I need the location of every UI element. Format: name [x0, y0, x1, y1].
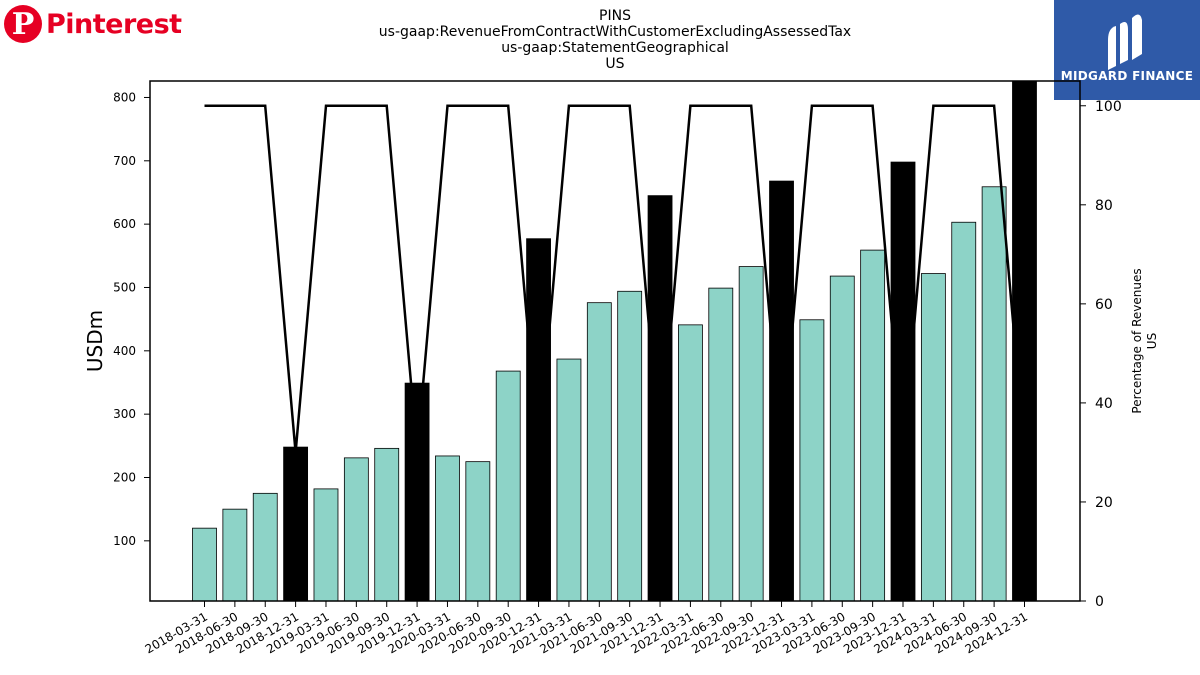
y-tick-label-500: 500 — [113, 280, 136, 294]
y-tick-label-600: 600 — [113, 217, 136, 231]
bar-2023-12-31 — [890, 161, 916, 602]
bar-2020-09-30 — [495, 370, 521, 602]
plot-frame — [149, 80, 1081, 602]
y-tick-label-200: 200 — [113, 470, 136, 484]
y2-tick-label-0: 0 — [1095, 594, 1104, 610]
bar-2019-03-31 — [313, 488, 339, 602]
y2-tick-label-100: 100 — [1095, 99, 1122, 115]
y2-axis-label-line1: Percentage of Revenues — [1130, 268, 1144, 413]
bar-2018-03-31 — [192, 527, 217, 602]
bar-2019-06-30 — [343, 457, 369, 602]
bar-2023-06-30 — [829, 275, 855, 602]
y-tick-label-700: 700 — [113, 154, 136, 168]
bar-2024-06-30 — [951, 221, 977, 602]
y2-tick-label-40: 40 — [1095, 396, 1113, 412]
midgard-logo-icon — [1108, 14, 1142, 70]
y-axis-right: 0 20 40 60 80 100 — [1080, 99, 1122, 610]
y2-tick-label-20: 20 — [1095, 495, 1113, 511]
chart-title-concept: us-gaap:RevenueFromContractWithCustomerE… — [378, 24, 852, 40]
bar-2020-03-31 — [435, 455, 460, 602]
pinterest-logo: P Pinterest — [4, 4, 182, 44]
pinterest-icon: P — [4, 5, 42, 43]
chart-title-member: US — [605, 56, 625, 72]
bar-2018-09-30 — [252, 492, 278, 602]
y-tick-label-400: 400 — [113, 344, 136, 358]
y-tick-label-800: 800 — [113, 90, 136, 104]
bar-2020-12-31 — [526, 238, 551, 602]
y-tick-label-100: 100 — [113, 534, 136, 548]
y-axis-left: 100 200 300 400 500 600 700 800 — [113, 90, 150, 548]
percentage-line — [204, 104, 1026, 453]
y2-tick-label-60: 60 — [1095, 297, 1113, 313]
bar-2018-06-30 — [222, 508, 248, 602]
bar-2024-09-30 — [981, 186, 1007, 602]
bar-2019-09-30 — [374, 447, 400, 602]
x-axis: 2018-03-312018-06-302018-09-302018-12-31… — [143, 601, 1030, 656]
bar-2023-09-30 — [860, 249, 886, 602]
bar-2021-09-30 — [617, 290, 643, 602]
bar-2024-12-31 — [1012, 80, 1037, 602]
midgard-finance-name: MIDGARD FINANCE — [1060, 69, 1194, 83]
bar-2021-12-31 — [647, 195, 673, 602]
bar-2018-12-31 — [283, 446, 309, 602]
chart-title-ticker: PINS — [599, 8, 631, 24]
percentage-line-layer — [204, 104, 1026, 453]
bar-2022-12-31 — [769, 180, 794, 602]
y-tick-label-300: 300 — [113, 407, 136, 421]
y-axis-label: USDm — [83, 310, 107, 372]
bar-2024-03-31 — [920, 273, 946, 602]
pinterest-wordmark: Pinterest — [46, 8, 182, 40]
y2-axis-label-line2: US — [1145, 333, 1159, 349]
bar-2019-12-31 — [404, 382, 430, 602]
bars-layer — [192, 80, 1037, 602]
bar-2021-03-31 — [556, 358, 582, 602]
chart-title-axis: us-gaap:StatementGeographical — [501, 40, 729, 56]
bar-2020-06-30 — [465, 461, 491, 602]
bar-2022-03-31 — [678, 324, 703, 602]
bar-2021-06-30 — [586, 302, 612, 602]
bar-2022-06-30 — [708, 287, 734, 602]
bar-2022-09-30 — [738, 266, 764, 602]
midgard-finance-logo: MIDGARD FINANCE — [1054, 0, 1200, 100]
y2-tick-label-80: 80 — [1095, 198, 1113, 214]
bar-2023-03-31 — [799, 319, 825, 602]
